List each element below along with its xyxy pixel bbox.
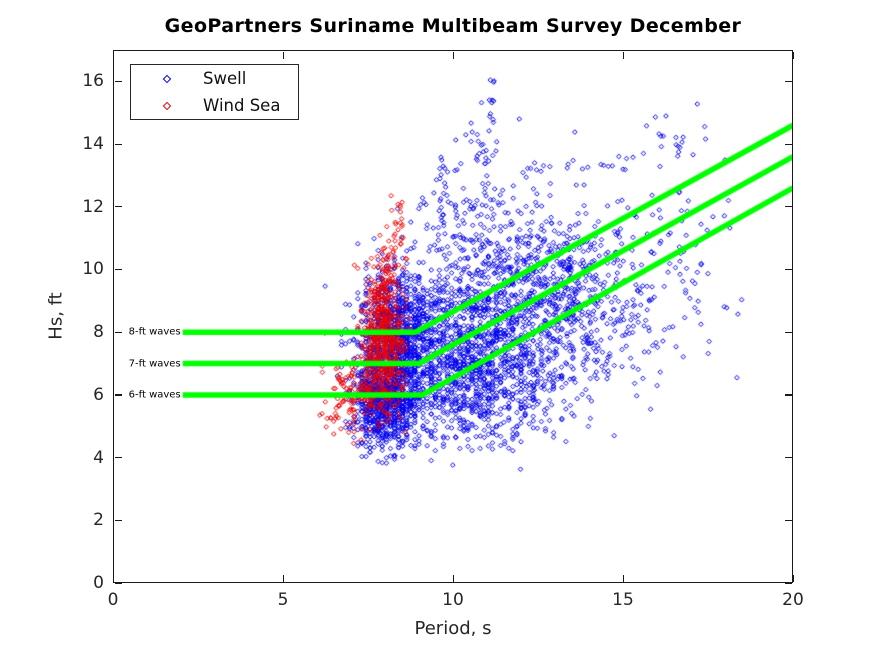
y-tick-label: 16 <box>82 71 104 92</box>
y-tick-label: 2 <box>93 510 104 531</box>
x-tick-label: 10 <box>442 590 464 610</box>
y-tick-label: 6 <box>93 384 104 405</box>
windsea-diamond-icon <box>162 101 172 110</box>
legend: Swell Wind Sea <box>130 64 299 120</box>
line-label-8ft-waves: 8-ft waves <box>128 326 181 338</box>
swell-diamond-icon <box>162 74 172 83</box>
x-tick-label: 5 <box>277 590 289 610</box>
chart-title: GeoPartners Suriname Multibeam Survey De… <box>164 15 742 37</box>
line-label-6ft-waves: 6-ft waves <box>128 389 181 401</box>
x-axis-label: Period, s <box>414 618 492 639</box>
scatter-canvas <box>113 50 793 583</box>
x-tick-label: 15 <box>612 590 634 610</box>
legend-row-windsea: Wind Sea <box>131 92 298 119</box>
legend-label-windsea: Wind Sea <box>203 96 281 115</box>
y-axis-label: Hs, ft <box>45 292 67 340</box>
y-tick-label: 12 <box>82 196 104 217</box>
x-tick-label: 20 <box>782 590 804 610</box>
x-tick-label: 0 <box>107 590 119 610</box>
y-tick-label: 8 <box>93 322 104 343</box>
legend-row-swell: Swell <box>131 65 298 92</box>
y-tick-label: 0 <box>93 573 104 593</box>
legend-label-swell: Swell <box>203 69 247 88</box>
line-label-7ft-waves: 7-ft waves <box>128 358 181 370</box>
y-tick-label: 14 <box>82 134 104 155</box>
y-tick-label: 4 <box>93 447 104 468</box>
y-tick-label: 10 <box>82 259 104 280</box>
